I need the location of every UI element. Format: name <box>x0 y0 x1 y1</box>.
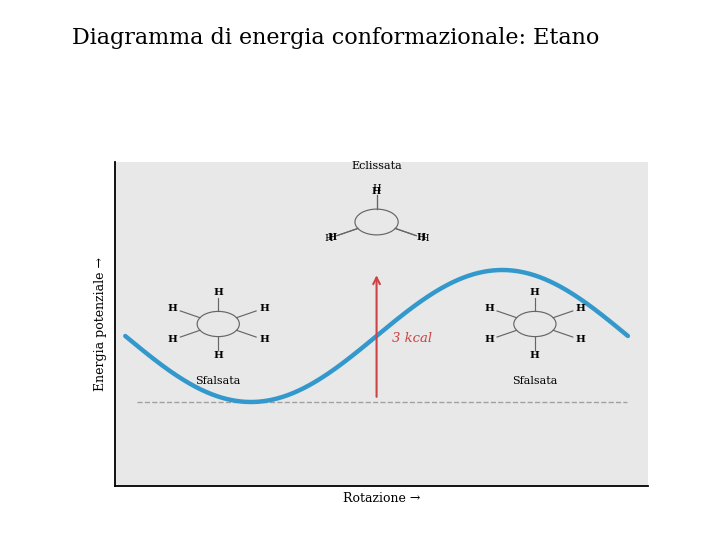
Text: H: H <box>576 335 585 345</box>
Text: 3 kcal: 3 kcal <box>392 333 432 346</box>
Text: H: H <box>168 303 177 313</box>
Text: H: H <box>213 288 223 297</box>
Text: Sfalsata: Sfalsata <box>512 376 557 387</box>
Text: H: H <box>327 233 336 242</box>
Text: H: H <box>372 187 381 195</box>
Text: Diagramma di energia conformazionale: Etano: Diagramma di energia conformazionale: Et… <box>72 27 599 49</box>
Text: H: H <box>485 303 494 313</box>
Text: H: H <box>417 233 426 242</box>
Text: H: H <box>530 288 540 297</box>
Text: Sfalsata: Sfalsata <box>196 376 241 387</box>
Text: H: H <box>530 351 540 360</box>
Text: H: H <box>259 303 269 313</box>
Text: H: H <box>213 351 223 360</box>
Text: H: H <box>168 335 177 345</box>
Text: H: H <box>576 303 585 313</box>
Text: H: H <box>485 335 494 345</box>
Text: H: H <box>372 184 381 193</box>
Text: H: H <box>324 234 333 243</box>
X-axis label: Rotazione →: Rotazione → <box>343 491 420 504</box>
Text: H: H <box>259 335 269 345</box>
Y-axis label: Energia potenziale →: Energia potenziale → <box>94 257 107 391</box>
Text: Eclissata: Eclissata <box>351 161 402 171</box>
Text: H: H <box>420 234 429 243</box>
